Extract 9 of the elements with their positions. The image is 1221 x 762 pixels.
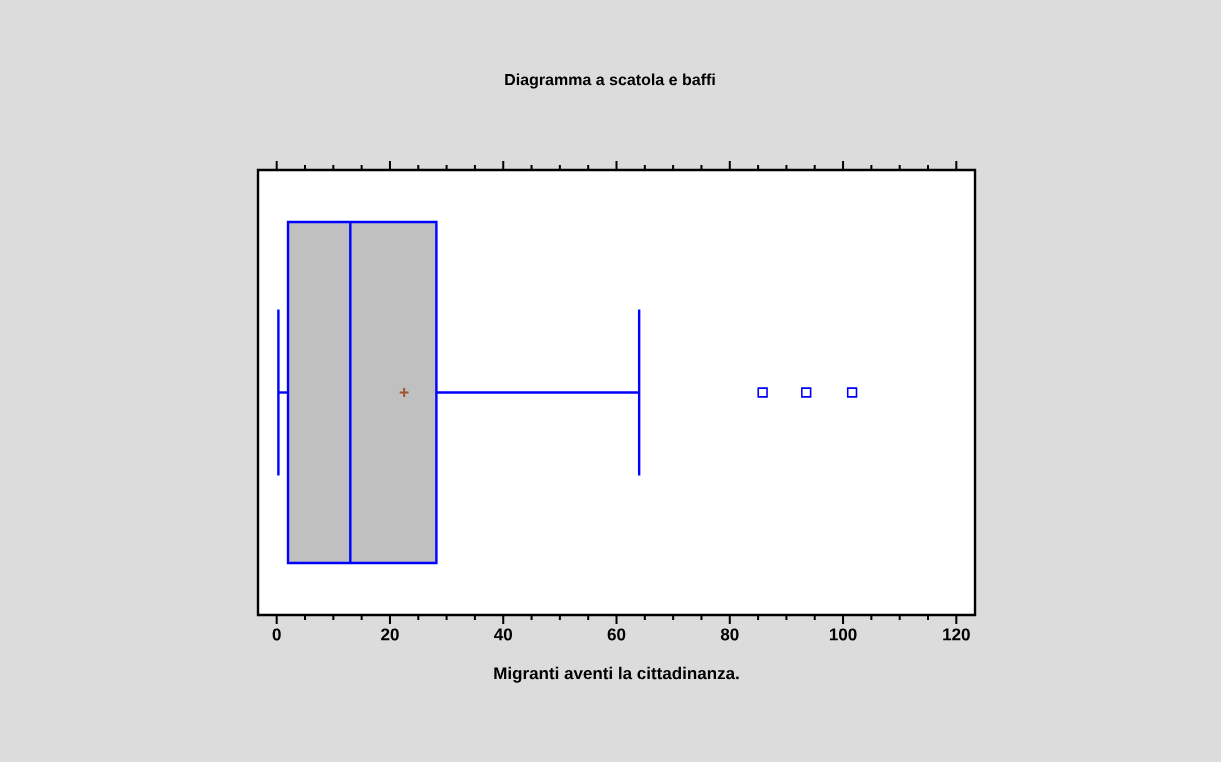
x-tick-label: 120 — [943, 628, 970, 641]
x-axis-title: Migranti aventi la cittadinanza. — [494, 666, 739, 683]
x-tick-label: 40 — [494, 628, 512, 641]
x-tick-label: 0 — [272, 628, 281, 641]
x-tick-label: 80 — [720, 628, 739, 641]
x-tick-label: 100 — [829, 628, 857, 641]
x-tick-label: 20 — [381, 628, 399, 641]
chart-title: Diagramma a scatola e baffi — [505, 73, 715, 89]
x-tick-label: 60 — [607, 628, 626, 641]
